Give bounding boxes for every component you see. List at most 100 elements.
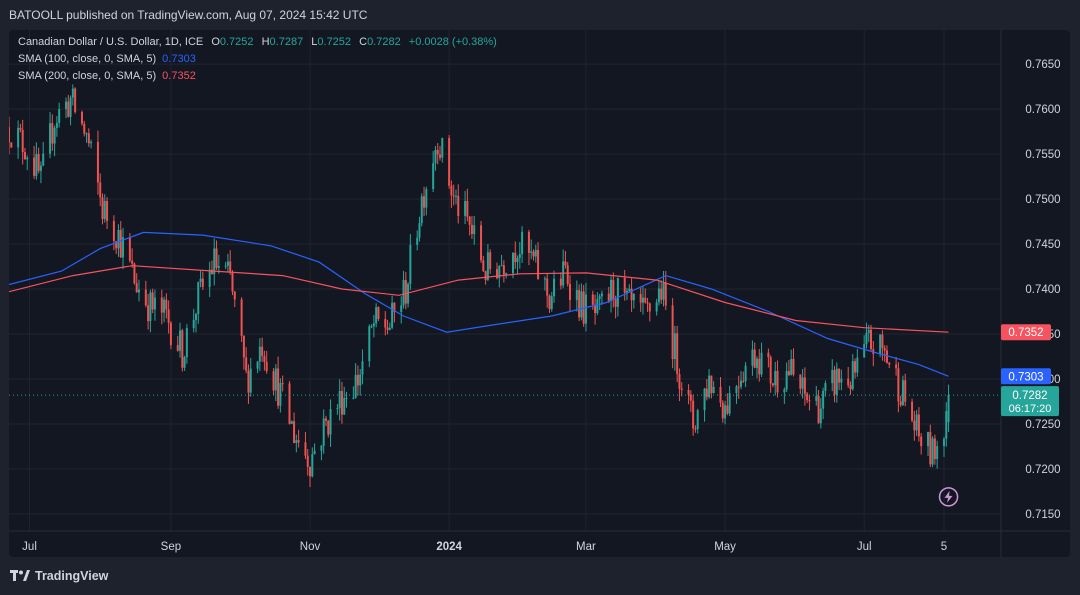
candle-body (575, 290, 578, 301)
symbol-title[interactable]: Canadian Dollar / U.S. Dollar, 1D, ICE (18, 36, 204, 48)
candle-body (484, 271, 487, 280)
candle-body (313, 450, 316, 455)
candle-body (83, 123, 86, 134)
candle-body (418, 223, 421, 238)
candle-body (680, 388, 683, 391)
candle-body (628, 288, 631, 291)
lightning-event-icon[interactable] (938, 487, 959, 507)
candle-body (35, 154, 38, 176)
candle-body (692, 400, 695, 429)
candle-body (758, 358, 761, 375)
candle-body (594, 304, 597, 314)
legend-sma100[interactable]: SMA (100, close, 0, SMA, 5) 0.7303 (18, 53, 196, 65)
candle-body (340, 391, 343, 415)
footer: TradingView (0, 563, 1080, 595)
candle-body (612, 279, 615, 300)
candle-body (224, 265, 227, 267)
candle-body (489, 252, 492, 270)
tradingview-logo[interactable]: TradingView (10, 569, 108, 583)
candle-body (80, 111, 83, 124)
candle-body (242, 335, 245, 358)
candle-body (67, 101, 70, 117)
candle-body (822, 390, 825, 409)
candle-body (434, 150, 437, 164)
candle-body (774, 370, 777, 386)
candle-body (297, 440, 300, 443)
candle-body (566, 265, 569, 285)
candle-body (258, 346, 261, 362)
candle-body (265, 361, 268, 372)
candle-body (309, 466, 312, 477)
low-key: L (311, 36, 318, 48)
candle-body (448, 138, 451, 186)
x-tick-label: Mar (576, 541, 596, 553)
y-tick-label: 0.7600 (1025, 104, 1060, 116)
candle-body (644, 297, 647, 303)
candle-body (591, 294, 594, 305)
legend-sma200[interactable]: SMA (200, close, 0, SMA, 5) 0.7352 (18, 70, 196, 82)
price-chart[interactable]: 0.71500.72000.72500.73000.73500.74000.74… (9, 30, 1070, 557)
candle-body (245, 357, 248, 371)
candle-body (920, 436, 923, 447)
candle-body (450, 185, 453, 196)
candle-body (295, 440, 298, 443)
candle-body (281, 383, 284, 385)
candle-body (133, 263, 136, 284)
lightning-event-circle (938, 487, 959, 507)
candle-body (90, 141, 93, 144)
candle-body (785, 371, 788, 390)
candle-body (336, 408, 339, 410)
candle-body (550, 296, 553, 310)
candle-body (776, 370, 779, 393)
candle-body (356, 374, 359, 386)
legend-main[interactable]: Canadian Dollar / U.S. Dollar, 1D, ICE O… (18, 36, 497, 48)
candle-body (19, 127, 22, 130)
candle-body (502, 265, 505, 275)
candle-body (457, 195, 460, 216)
candle-body (10, 142, 13, 148)
candle-body (904, 380, 907, 402)
candle-body (696, 410, 699, 430)
sma200-label[interactable]: SMA (200, close, 0, SMA, 5) (18, 70, 157, 82)
candle-body (895, 364, 898, 369)
candle-body (865, 332, 868, 345)
candle-body (833, 369, 836, 395)
candle-body (721, 402, 724, 419)
candle-body (867, 329, 870, 333)
candle-body (101, 197, 104, 220)
candle-body (329, 408, 332, 435)
annotation-layer (938, 487, 959, 507)
candle-body (249, 368, 252, 393)
candle-body (801, 377, 804, 389)
candle-body (436, 150, 439, 155)
candle-body (279, 383, 282, 406)
candle-body (65, 101, 68, 110)
y-tick-label: 0.7550 (1025, 149, 1060, 161)
candle-body (343, 398, 346, 415)
candle-body (345, 397, 348, 399)
candle-body (514, 252, 517, 263)
candle-body (724, 405, 727, 419)
candle-body (753, 349, 756, 368)
candle-body (9, 127, 10, 143)
chart-panel[interactable]: 0.71500.72000.72500.73000.73500.74000.74… (9, 30, 1070, 557)
candle-body (87, 133, 90, 144)
candle-body (233, 291, 236, 300)
candle-body (17, 127, 20, 148)
candle-body (122, 237, 125, 258)
candle-body (641, 297, 644, 303)
sma100-price-tag: 0.7303 (1001, 368, 1051, 385)
candle-body (386, 327, 389, 330)
candle-body (117, 229, 120, 249)
candle-body (480, 225, 483, 261)
candle-body (901, 380, 904, 406)
candle-body (838, 368, 841, 383)
sma100-label[interactable]: SMA (100, close, 0, SMA, 5) (18, 53, 157, 65)
candle-body (468, 216, 471, 225)
candle-body (103, 200, 106, 220)
candle-body (648, 303, 651, 312)
price-tag-text: 0.7352 (1008, 327, 1043, 339)
candle-body (324, 418, 327, 421)
candle-body (39, 165, 42, 171)
